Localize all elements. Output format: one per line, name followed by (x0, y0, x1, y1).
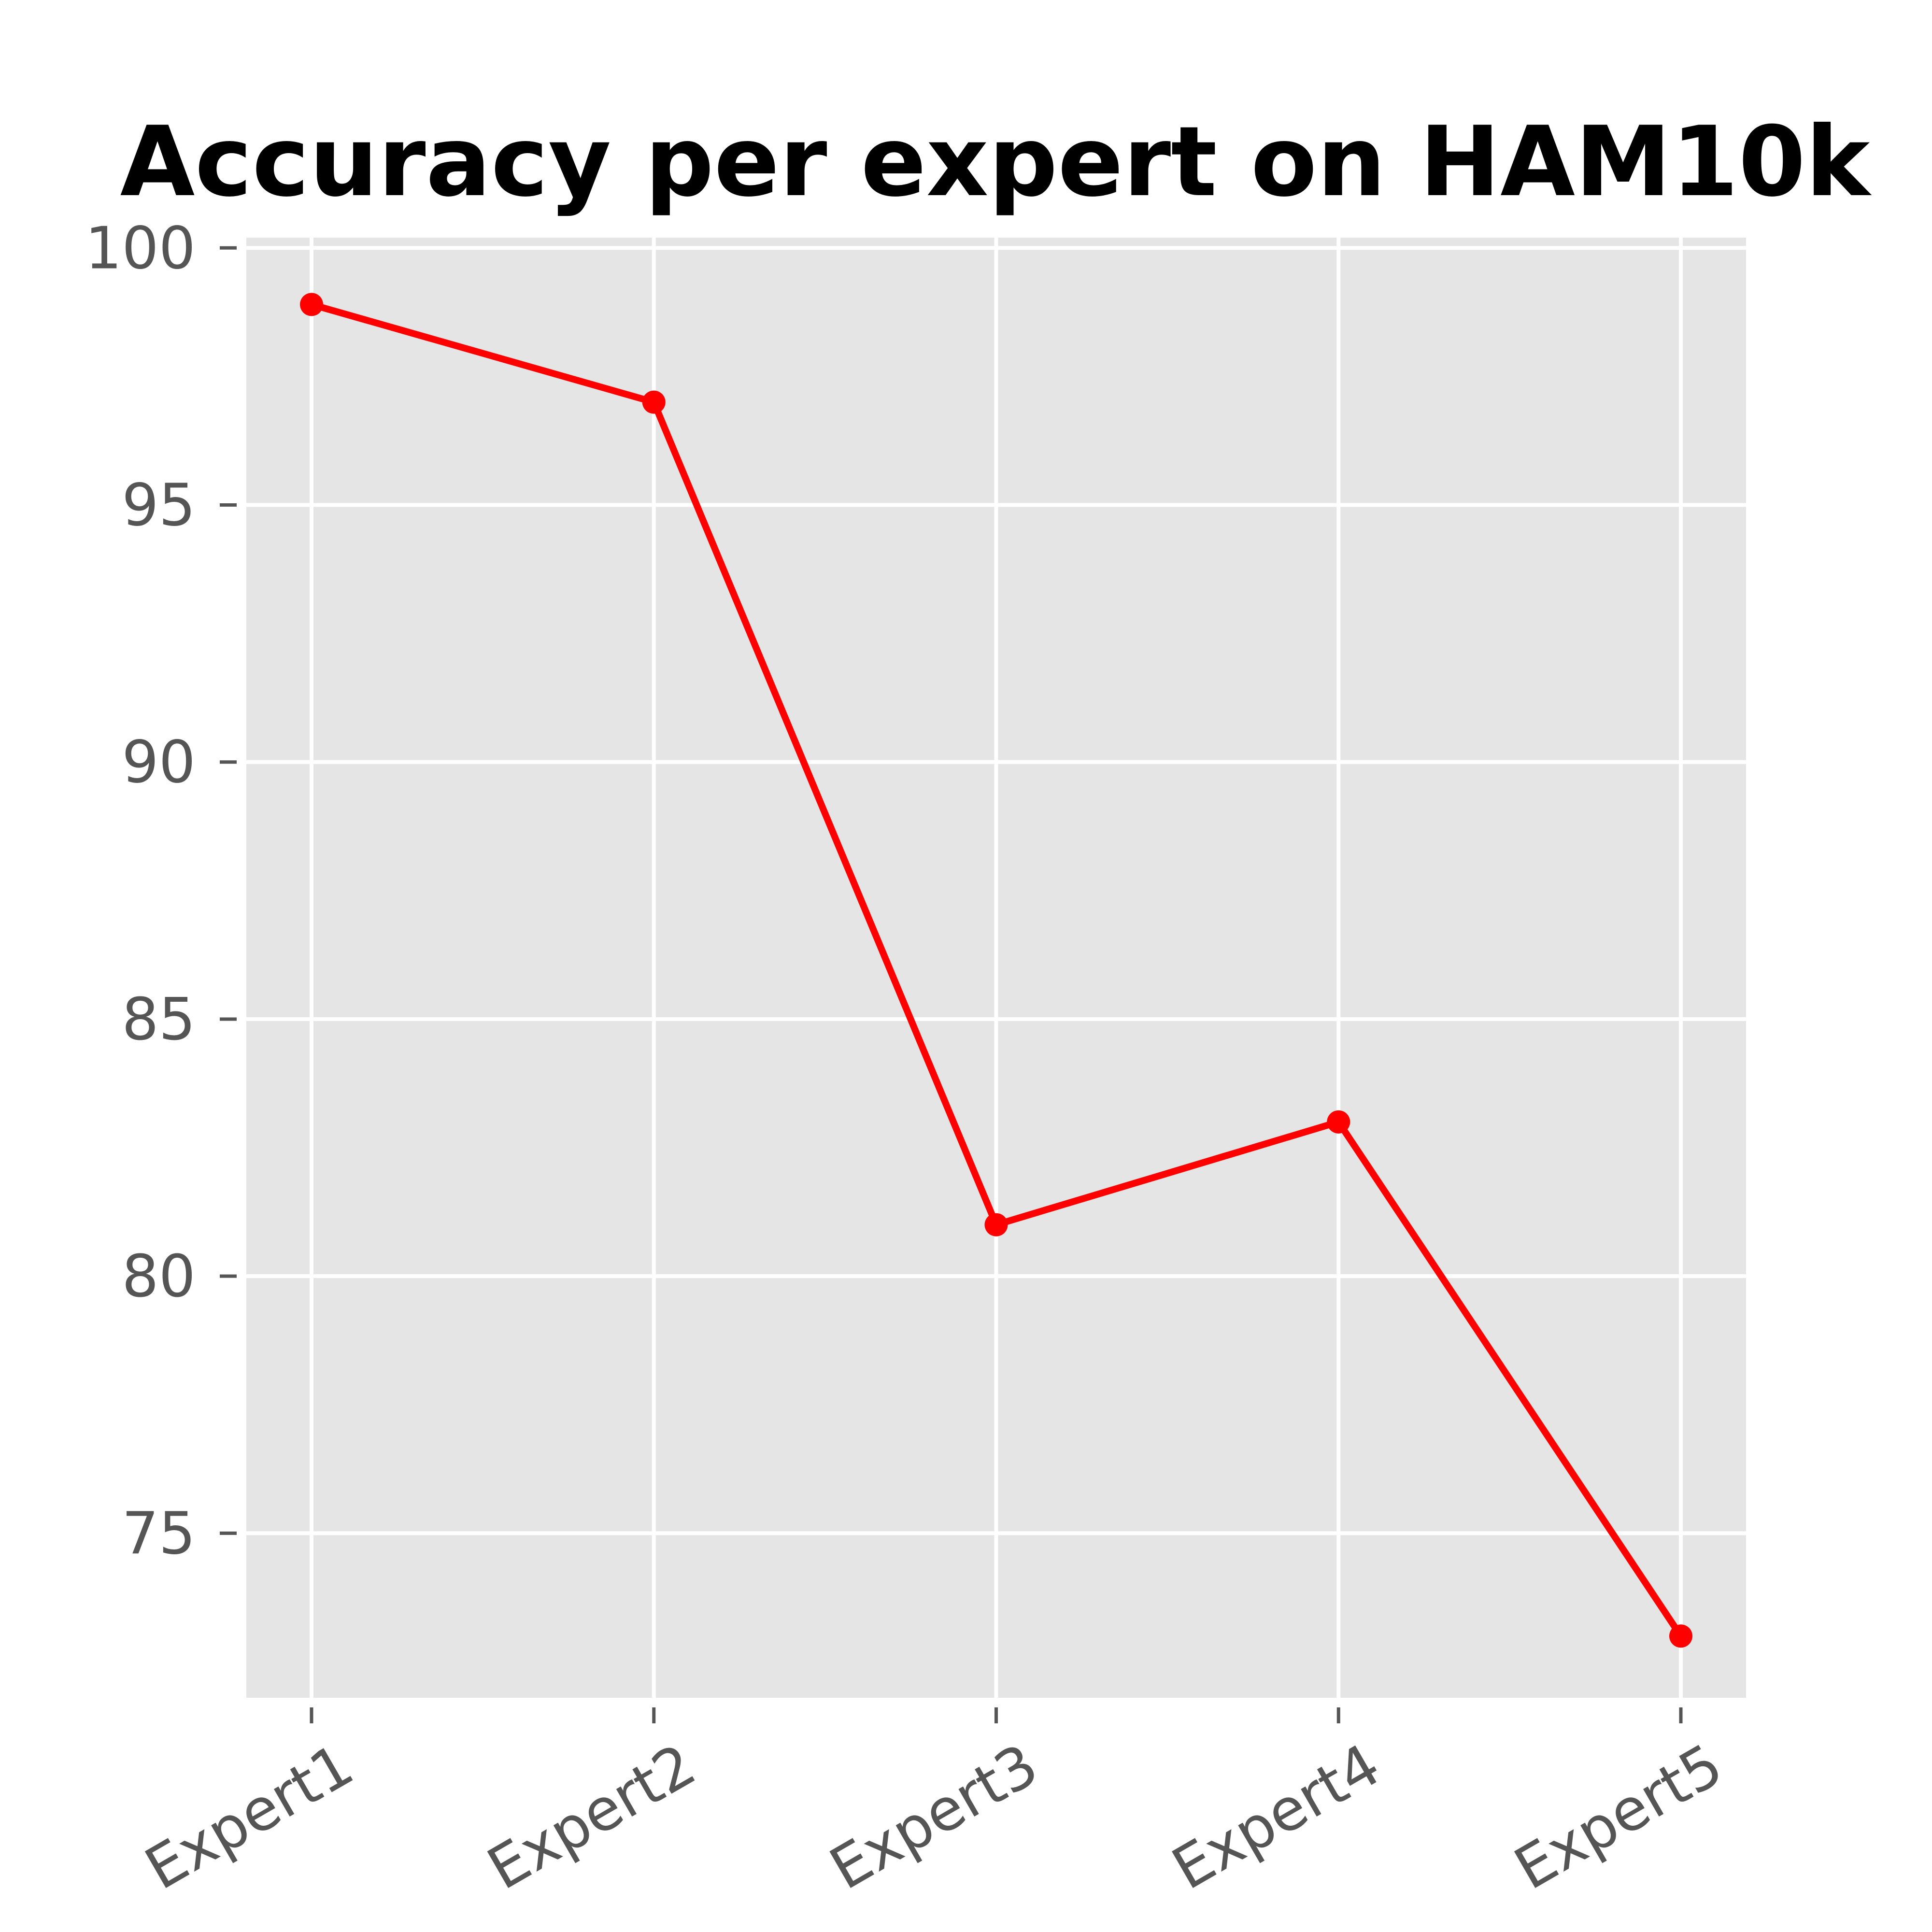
y-tick-label: 75 (122, 1500, 196, 1567)
data-point-expert1 (300, 293, 323, 316)
chart-title: Accuracy per expert on HAM10k (120, 106, 1872, 218)
series-layer (300, 293, 1692, 1648)
gridlines (246, 238, 1746, 1698)
y-tick-label: 95 (122, 472, 196, 540)
y-axis: 75 80 85 90 95 100 (85, 215, 237, 1567)
x-axis: Expert1 Expert2 Expert3 Expert4 Expert5 (134, 1707, 1734, 1903)
y-tick-label: 80 (122, 1243, 196, 1310)
data-point-expert4 (1327, 1110, 1350, 1134)
x-tick-label: Expert3 (819, 1732, 1049, 1903)
x-tick-label: Expert4 (1162, 1732, 1392, 1903)
data-point-expert2 (642, 390, 666, 414)
data-point-expert3 (984, 1213, 1008, 1236)
x-tick-label: Expert1 (134, 1732, 364, 1903)
y-tick-label: 85 (122, 986, 196, 1053)
y-tick-label: 90 (122, 729, 196, 796)
data-point-expert5 (1669, 1624, 1692, 1648)
y-tick-label: 100 (85, 215, 196, 282)
x-tick-label: Expert2 (477, 1732, 707, 1903)
x-tick-label: Expert5 (1504, 1732, 1733, 1903)
